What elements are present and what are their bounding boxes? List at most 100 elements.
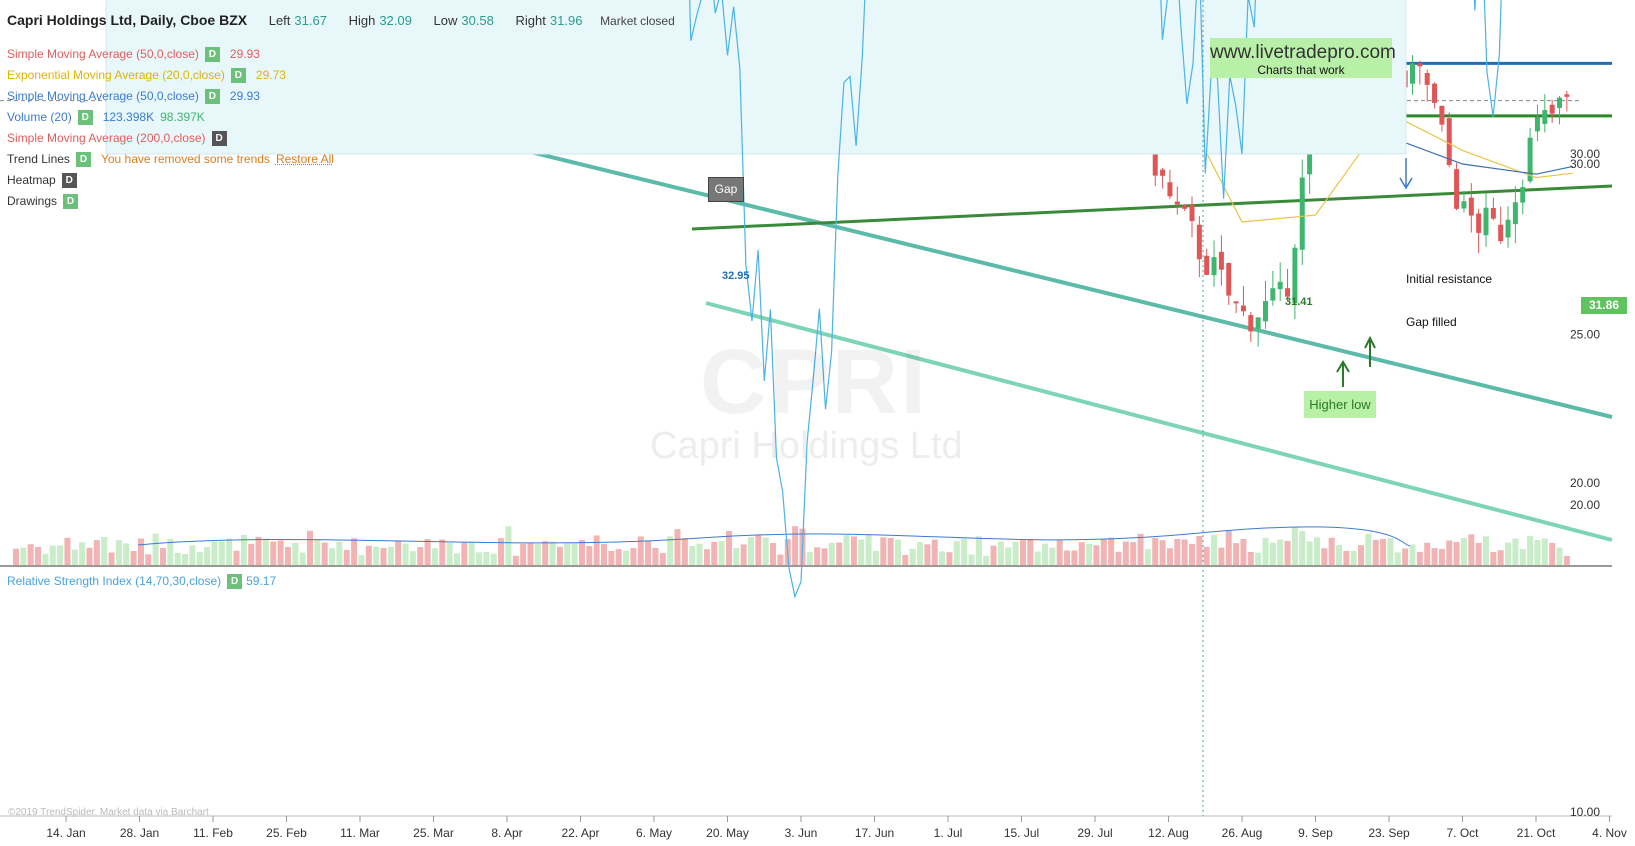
chart-title: Capri Holdings Ltd, Daily, Cboe BZX — [7, 12, 248, 28]
indicator-ema20[interactable]: Exponential Moving Average (20,0,close) D… — [7, 65, 334, 86]
daily-badge[interactable]: D — [63, 194, 79, 210]
volume-bar — [1144, 549, 1151, 565]
volume-bar — [1034, 551, 1041, 565]
indicator-trend-lines[interactable]: Trend Lines D You have removed some trends… — [7, 149, 334, 170]
volume-bar — [13, 548, 19, 565]
indicator-value: 29.93 — [229, 47, 260, 61]
volume-bar — [1042, 543, 1048, 565]
volume-bar — [461, 542, 468, 565]
x-tick-label: 6. May — [636, 826, 672, 840]
rsi-legend[interactable]: Relative Strength Index (14,70,30,close)… — [7, 574, 277, 590]
daily-badge[interactable]: D — [77, 110, 93, 126]
high-value: 32.09 — [379, 13, 412, 28]
x-tick-label: 22. Apr — [561, 826, 599, 840]
candle-body — [1285, 288, 1291, 297]
upper-channel-line — [383, 114, 1613, 419]
high-label: High — [348, 13, 376, 28]
volume-bar — [284, 546, 291, 565]
daily-badge[interactable]: D — [204, 89, 220, 105]
candle-body — [1468, 197, 1474, 216]
volume-bar — [1166, 548, 1173, 565]
daily-badge[interactable]: D — [230, 68, 246, 84]
rsi-band — [105, 0, 1407, 155]
volume-bar — [836, 542, 843, 565]
promo-url: www.livetradepro.com — [1210, 42, 1396, 63]
volume-bar — [725, 531, 732, 565]
volume-bar — [733, 548, 740, 565]
volume-bar — [527, 543, 534, 565]
daily-badge[interactable]: D — [227, 574, 243, 590]
volume-bar — [1497, 550, 1504, 565]
candle-body — [1520, 187, 1526, 203]
rsi-value: 59.17 — [246, 574, 277, 588]
volume-bar — [1372, 539, 1379, 565]
candle-body — [1263, 301, 1268, 322]
y-tick-label: 25.00 — [1570, 328, 1600, 342]
indicator-sma200[interactable]: Simple Moving Average (200,0,close) D — [7, 128, 334, 149]
volume-bar — [571, 543, 578, 565]
volume-bar — [292, 542, 299, 565]
volume-bar — [262, 538, 269, 565]
volume-bar — [997, 541, 1004, 565]
volume-bar — [1225, 530, 1232, 565]
volume-bar — [145, 554, 152, 565]
volume-bar — [1093, 545, 1100, 565]
indicator-label: Exponential Moving Average (20,0,close) — [7, 68, 225, 82]
volume-bar — [1505, 542, 1512, 565]
volume-bar — [1269, 542, 1276, 565]
volume-bar — [1490, 551, 1497, 565]
higher-low-arrow — [1336, 360, 1350, 387]
volume-bar — [1291, 527, 1298, 565]
volume-bar — [454, 553, 460, 565]
indicator-label: Volume (20) — [7, 110, 72, 124]
volume-average-line — [137, 526, 1411, 547]
volume-bar — [1358, 545, 1365, 565]
volume-bar — [601, 544, 607, 565]
volume-bar — [542, 541, 549, 565]
volume-bar — [424, 539, 431, 565]
volume-bar — [975, 536, 982, 565]
indicator-legend: Simple Moving Average (50,0,close) D 29.93… — [7, 44, 334, 212]
volume-bar — [270, 541, 277, 565]
daily-badge[interactable]: D — [75, 152, 91, 168]
indicator-heatmap[interactable]: Heatmap D — [7, 170, 334, 191]
volume-bar — [248, 543, 255, 565]
volume-bar — [939, 551, 946, 565]
volume-bar — [490, 553, 497, 565]
indicator-volume[interactable]: Volume (20) D 123.398K 98.397K — [7, 107, 334, 128]
volume-bar — [578, 539, 585, 565]
left-label: Left — [268, 13, 291, 28]
daily-badge[interactable]: D — [211, 131, 227, 147]
volume-bar — [1218, 547, 1225, 565]
volume-bar — [1284, 540, 1291, 565]
daily-badge[interactable]: D — [204, 47, 220, 63]
watermark-symbol: CPRI — [700, 331, 928, 433]
volume-bar — [1181, 539, 1188, 565]
volume-bar — [71, 549, 78, 565]
rsi-pane — [105, 0, 1502, 599]
volume-bar — [1005, 547, 1012, 565]
candle-body — [1432, 83, 1438, 103]
upper-trend-line — [691, 184, 1613, 231]
low-label: Low — [433, 13, 458, 28]
candle-body — [1174, 201, 1180, 205]
volume-bar — [1049, 547, 1056, 565]
lower-channel-line — [705, 301, 1613, 542]
volume-bar — [711, 542, 718, 565]
indicator-sma50-blue[interactable]: Simple Moving Average (50,0,close) D 29.93 — [7, 86, 334, 107]
candle-body — [1476, 213, 1482, 233]
x-tick-label: 28. Jan — [120, 826, 159, 840]
volume-pane — [13, 526, 1570, 565]
indicator-sma50-red[interactable]: Simple Moving Average (50,0,close) D 29.93 — [7, 44, 334, 65]
indicator-drawings[interactable]: Drawings D — [7, 191, 334, 212]
daily-badge[interactable]: D — [61, 173, 77, 189]
volume-bar — [329, 548, 336, 565]
restore-all-link[interactable]: Restore All — [275, 152, 334, 166]
volume-bar — [358, 555, 365, 565]
volume-bar — [931, 539, 938, 565]
x-tick-label: 15. Jul — [1004, 826, 1039, 840]
volume-bar — [1159, 540, 1166, 565]
volume-bar — [1313, 537, 1320, 565]
volume-bar — [792, 526, 799, 565]
volume-bar — [1108, 537, 1115, 565]
